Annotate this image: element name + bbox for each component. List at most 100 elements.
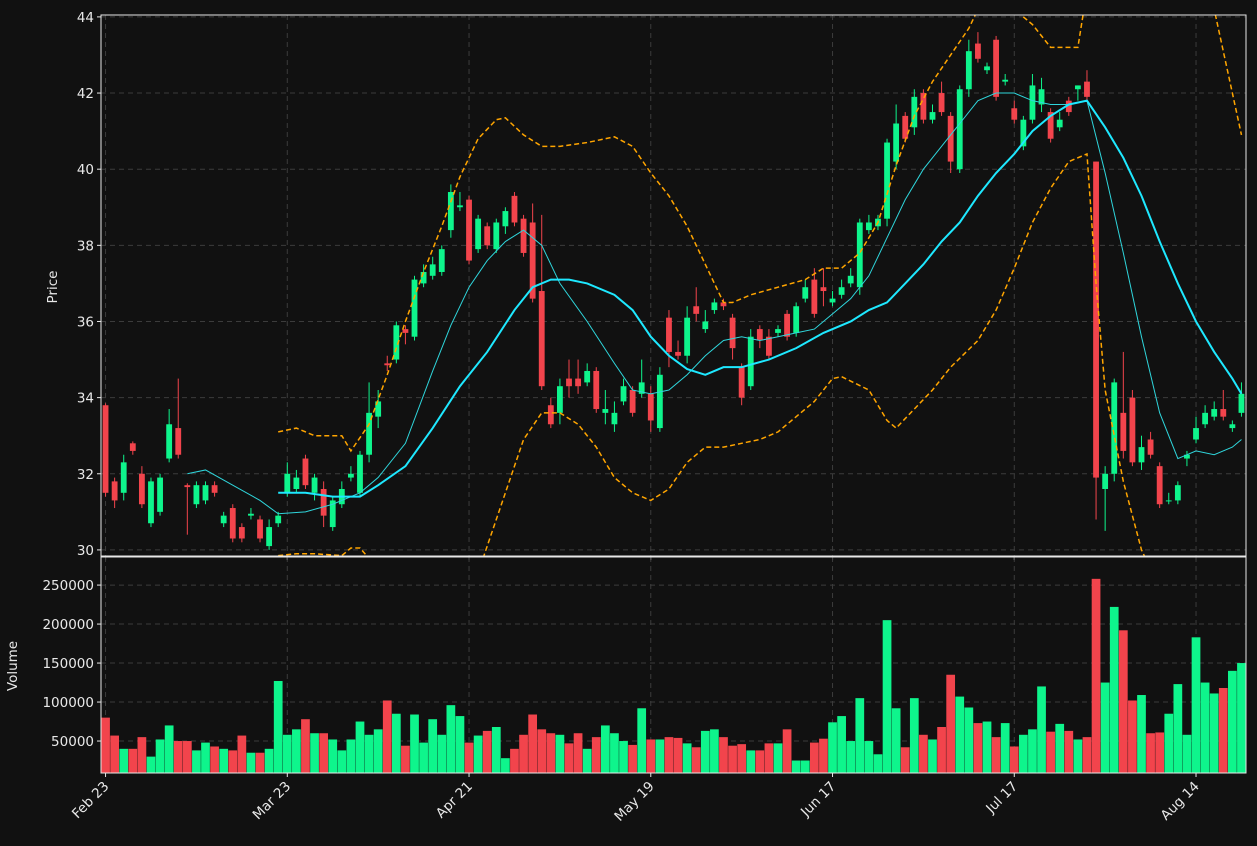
volume-bar <box>809 742 819 773</box>
volume-bar <box>364 734 374 773</box>
volume-bar <box>1100 682 1110 773</box>
candle-body <box>711 302 718 311</box>
volume-bar <box>110 735 119 773</box>
indicator-line <box>278 99 1243 498</box>
candle-body <box>1129 397 1136 463</box>
volume-bar <box>937 726 946 773</box>
volume-bar <box>437 734 447 773</box>
volume-bar <box>755 750 765 773</box>
candle-body <box>302 458 309 486</box>
volume-bar <box>192 750 201 773</box>
y-tick-label: 30 <box>77 543 94 559</box>
candle-body <box>166 424 173 459</box>
candle-body <box>284 473 291 493</box>
volume-bar <box>146 756 156 773</box>
volume-bar <box>1173 684 1183 773</box>
indicator-line <box>278 15 1243 453</box>
candle-body <box>438 249 445 272</box>
volume-bar <box>619 741 628 773</box>
volume-bar <box>828 722 837 773</box>
volume-bar <box>600 725 610 773</box>
volume-bar <box>900 747 910 773</box>
volume-bar <box>210 746 219 773</box>
volume-bar <box>346 739 356 773</box>
volume-bar <box>991 737 1001 773</box>
candle-body <box>257 519 263 539</box>
candle-body <box>1111 382 1118 474</box>
volume-bar <box>719 737 728 773</box>
volume-bar <box>1155 732 1165 773</box>
volume-bar <box>1000 723 1010 773</box>
candle-body <box>411 279 418 337</box>
volume-bar <box>528 714 538 773</box>
volume-bar <box>501 758 510 773</box>
plot-area <box>101 15 1246 556</box>
volume-bar <box>891 708 901 773</box>
volume-bar <box>410 714 419 773</box>
volume-bar <box>1209 693 1219 773</box>
volume-bar <box>328 739 338 773</box>
candle-body <box>1202 412 1209 425</box>
candle-body <box>766 336 772 356</box>
volume-bar <box>455 716 465 773</box>
y-tick-label: 250000 <box>42 578 94 594</box>
volume-bar <box>491 726 501 773</box>
volume-bar <box>1091 578 1101 773</box>
candle-body <box>884 142 890 219</box>
candle-body <box>184 485 191 488</box>
candle-body <box>1029 85 1036 120</box>
candle-body <box>856 222 863 288</box>
candle-body <box>1011 108 1018 120</box>
candle-body <box>1138 447 1145 463</box>
candle-body <box>902 115 909 139</box>
candle-body <box>566 378 572 387</box>
candle-body <box>329 500 336 528</box>
volume-bar <box>119 748 129 773</box>
candle-body <box>1065 100 1072 113</box>
volume-bar <box>746 750 756 773</box>
volume-bar <box>1082 737 1092 773</box>
candle-body <box>211 485 218 493</box>
candle-body <box>693 306 700 314</box>
volume-bar <box>982 721 992 773</box>
volume-bar <box>846 741 856 773</box>
volume-bar <box>1064 730 1074 773</box>
candle-body <box>793 306 800 333</box>
candle-body <box>811 279 818 314</box>
volume-bar <box>391 713 401 773</box>
volume-bar <box>1200 682 1210 773</box>
volume-bar <box>273 680 283 773</box>
volume-bar <box>382 700 392 773</box>
y-tick-label: 42 <box>77 86 94 102</box>
candle-body <box>638 382 645 394</box>
candle-body <box>611 412 618 425</box>
volume-bar <box>691 747 701 773</box>
candle-body <box>547 405 554 425</box>
volume-bar <box>1128 700 1137 773</box>
volume-bar <box>946 674 956 773</box>
volume-bar <box>173 741 183 773</box>
volume-bar <box>310 733 319 773</box>
volume-bar <box>855 698 865 773</box>
candle-body <box>947 115 954 162</box>
candle-body <box>493 222 500 250</box>
candle-body <box>911 96 918 128</box>
volume-bar <box>764 743 774 773</box>
y-tick-label: 40 <box>77 162 94 178</box>
volume-bar <box>919 734 928 773</box>
volume-bar <box>155 739 165 773</box>
candle-body <box>1093 161 1099 478</box>
candle-body <box>1193 428 1199 440</box>
volume-bar <box>1028 729 1037 773</box>
volume-bar <box>973 723 983 773</box>
volume-bar <box>182 741 192 773</box>
candle-body <box>420 271 427 284</box>
candle-body <box>402 329 409 333</box>
volume-bar <box>428 719 438 773</box>
volume-bar <box>791 760 801 773</box>
volume-bar <box>1218 688 1228 773</box>
candle-body <box>802 287 809 299</box>
candle-body <box>1156 466 1163 505</box>
